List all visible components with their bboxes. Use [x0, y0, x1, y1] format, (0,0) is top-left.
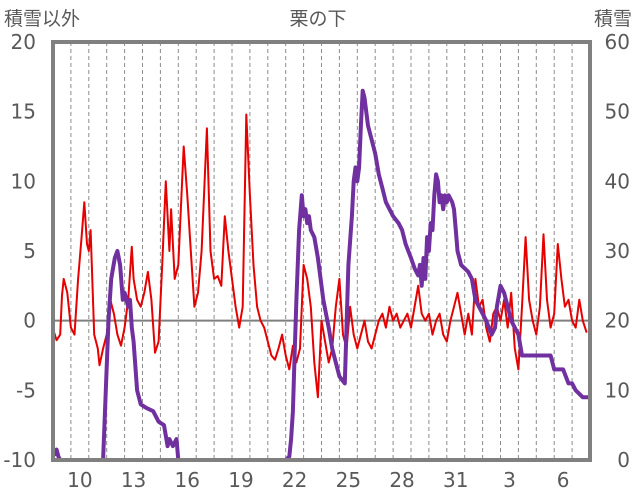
x-tick-label: 25 [336, 468, 361, 492]
snow-depth-line [51, 88, 592, 462]
left-tick-label: 10 [11, 169, 36, 193]
x-tick-label: 31 [443, 468, 468, 492]
right-axis-label: 積雪 [594, 8, 632, 30]
series-group [51, 88, 592, 462]
x-tick-label: 6 [557, 468, 570, 492]
x-axis-ticks: 10 13 16 19 22 25 28 31 3 6 [67, 468, 569, 492]
x-tick-label: 13 [121, 468, 146, 492]
left-tick-label: 5 [23, 239, 36, 263]
left-tick-label: 20 [11, 30, 36, 54]
x-tick-label: 16 [175, 468, 200, 492]
left-axis-label: 積雪以外 [4, 8, 80, 30]
vertical-grid [70, 42, 573, 460]
x-tick-label: 28 [389, 468, 414, 492]
x-tick-label: 10 [67, 468, 92, 492]
left-tick-label: 0 [23, 309, 36, 333]
left-tick-label: -10 [3, 448, 36, 472]
x-tick-label: 3 [503, 468, 516, 492]
right-tick-label: 10 [605, 378, 630, 402]
right-tick-label: 40 [605, 169, 630, 193]
right-tick-label: 20 [605, 309, 630, 333]
right-axis-ticks: 0 10 20 30 40 50 60 [605, 30, 630, 472]
plot-frame [51, 40, 592, 462]
right-tick-label: 30 [605, 239, 630, 263]
right-tick-label: 50 [605, 100, 630, 124]
chart-title: 栗の下 [289, 8, 346, 30]
x-tick-label: 22 [282, 468, 307, 492]
right-tick-label: 0 [617, 448, 630, 472]
right-tick-label: 60 [605, 30, 630, 54]
x-tick-label: 19 [228, 468, 253, 492]
left-tick-label: 15 [11, 100, 36, 124]
left-axis-ticks: -10 -5 0 5 10 15 20 [3, 30, 36, 472]
left-tick-label: -5 [16, 378, 36, 402]
